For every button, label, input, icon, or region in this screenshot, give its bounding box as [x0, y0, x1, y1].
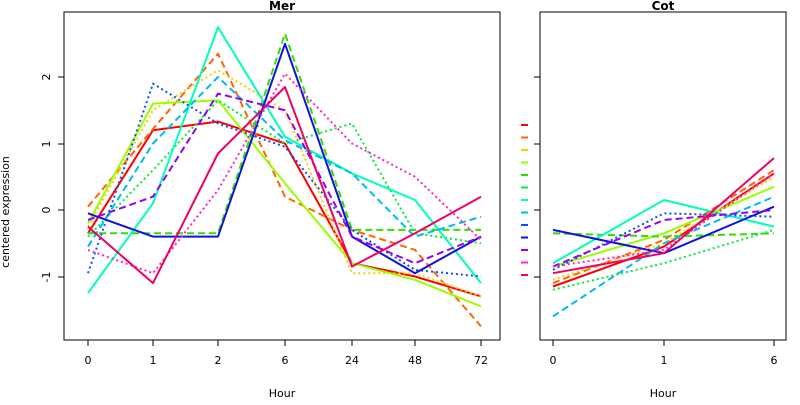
cot-series-line — [552, 172, 775, 288]
cot-series-line — [552, 172, 775, 268]
cot-series-line — [552, 195, 775, 318]
cot-x-axis-label: Hour — [650, 387, 677, 400]
cot-x-tick-label: 0 — [550, 354, 557, 367]
cot-series-line — [552, 212, 775, 271]
cot-series-line — [552, 199, 775, 265]
mer-x-tick-label: 6 — [282, 354, 289, 367]
mer-series-line — [87, 76, 482, 248]
mer-series-line — [87, 82, 482, 278]
mer-x-tick-label: 1 — [150, 354, 157, 367]
mer-series-line — [87, 72, 482, 275]
cot-series-line — [552, 232, 775, 238]
cot-plot-frame — [539, 11, 787, 341]
cot-series-line — [552, 228, 775, 291]
mer-series-line — [87, 99, 482, 308]
mer-series-line — [87, 42, 482, 275]
mer-y-tick-label: 0 — [40, 207, 53, 214]
mer-x-tick-label: 0 — [85, 354, 92, 367]
mer-y-tick-label: 1 — [40, 141, 53, 148]
cot-series-line — [552, 169, 775, 285]
mer-x-tick-label: 24 — [345, 354, 359, 367]
mer-series-line — [87, 86, 482, 285]
mer-panel-title: Mer — [269, 0, 295, 13]
cot-panel-title: Cot — [652, 0, 675, 13]
mer-x-axis-label: Hour — [269, 387, 296, 400]
mer-plot-frame — [63, 11, 501, 341]
cot-x-tick-label: 6 — [771, 354, 778, 367]
mer-x-tick-label: 72 — [474, 354, 488, 367]
mer-y-tick-label: 2 — [40, 74, 53, 81]
mer-x-tick-label: 2 — [215, 354, 222, 367]
y-axis-label: centered expression — [0, 156, 12, 268]
cot-x-tick-label: 1 — [661, 354, 668, 367]
mer-series-line — [88, 32, 481, 235]
cot-series-line — [552, 209, 775, 268]
mer-series-line — [87, 92, 482, 265]
mer-series-line — [87, 26, 482, 294]
mer-x-tick-label: 48 — [408, 354, 422, 367]
mer-series-line — [87, 52, 482, 328]
mer-y-tick-label: -1 — [40, 272, 53, 283]
cot-series-line — [552, 185, 775, 268]
cot-series-line — [552, 157, 775, 275]
